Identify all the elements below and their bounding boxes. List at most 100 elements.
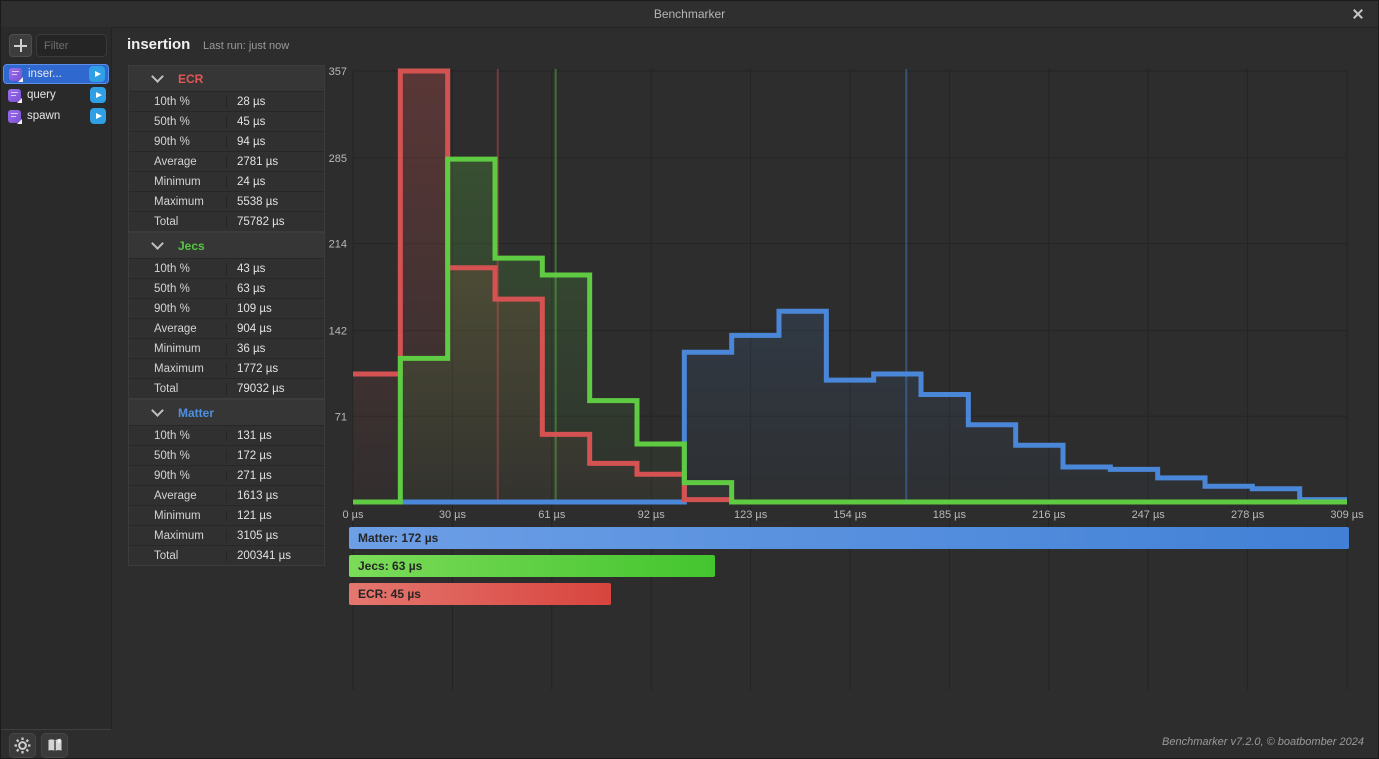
- stat-label: 90th %: [154, 135, 190, 148]
- legend-bar-jecs: Jecs: 63 µs: [349, 555, 715, 577]
- series-fill-matter: [353, 311, 1347, 502]
- sidebar-item-inser[interactable]: inser...: [3, 64, 109, 84]
- x-axis-tick-label: 0 µs: [342, 509, 364, 521]
- stat-label: 90th %: [154, 469, 190, 482]
- version-text: Benchmarker v7.2.0, © boatbomber 2024: [1162, 736, 1364, 748]
- add-benchmark-button[interactable]: [9, 34, 32, 57]
- stat-value: 36 µs: [226, 342, 324, 355]
- stat-row: Total 75782 µs: [129, 212, 324, 231]
- series-line-jecs: [353, 156, 1347, 505]
- stat-value: 904 µs: [226, 322, 324, 335]
- stat-row: Maximum 3105 µs: [129, 526, 324, 545]
- stat-row: Average 1613 µs: [129, 486, 324, 505]
- stat-label: Total: [154, 382, 179, 395]
- stat-row: 10th % 28 µs: [129, 92, 324, 111]
- stat-label: 50th %: [154, 449, 190, 462]
- stat-label: 50th %: [154, 282, 190, 295]
- section-header-jecs[interactable]: Jecs: [129, 233, 324, 258]
- stat-row: 10th % 131 µs: [129, 426, 324, 445]
- play-icon[interactable]: [90, 87, 106, 103]
- stat-row: 50th % 45 µs: [129, 112, 324, 131]
- stat-value: 24 µs: [226, 175, 324, 188]
- stat-row: Maximum 1772 µs: [129, 359, 324, 378]
- stats-section-ecr: ECR 10th % 28 µs 50th % 45 µs 90th % 94 µs Aver…: [128, 65, 325, 232]
- stat-label: 90th %: [154, 302, 190, 315]
- x-axis-tick-label: 92 µs: [638, 509, 666, 521]
- stat-row: Average 2781 µs: [129, 152, 324, 171]
- stat-label: Minimum: [154, 509, 201, 522]
- x-axis-tick-label: 123 µs: [734, 509, 768, 521]
- benchmark-label: spawn: [27, 110, 61, 122]
- stat-row: 90th % 94 µs: [129, 132, 324, 151]
- x-axis-tick-label: 216 µs: [1032, 509, 1066, 521]
- stat-value: 2781 µs: [226, 155, 324, 168]
- stats-panel: ECR 10th % 28 µs 50th % 45 µs 90th % 94 µs Aver…: [128, 65, 325, 566]
- section-name: ECR: [178, 71, 204, 86]
- y-axis-tick-label: 357: [329, 66, 347, 78]
- stat-value: 3105 µs: [226, 529, 324, 542]
- close-icon[interactable]: [1350, 6, 1366, 22]
- legend-bar-matter: Matter: 172 µs: [349, 527, 1349, 549]
- stat-value: 79032 µs: [226, 382, 324, 395]
- docs-book-icon: [48, 738, 61, 752]
- legend-bar-label: Matter: 172 µs: [358, 531, 439, 545]
- stat-label: 50th %: [154, 115, 190, 128]
- settings-button[interactable]: [9, 733, 36, 758]
- section-header-ecr[interactable]: ECR: [129, 66, 324, 91]
- stat-label: 10th %: [154, 262, 190, 275]
- play-icon[interactable]: [89, 66, 105, 82]
- y-axis-tick-label: 285: [329, 153, 347, 165]
- y-axis-tick-label: 142: [329, 326, 347, 338]
- stat-value: 43 µs: [226, 262, 324, 275]
- stat-value: 75782 µs: [226, 215, 324, 228]
- stats-section-matter: Matter 10th % 131 µs 50th % 172 µs 90th % 271 …: [128, 399, 325, 566]
- section-header-matter[interactable]: Matter: [129, 400, 324, 425]
- module-script-icon: [9, 67, 23, 82]
- docs-button[interactable]: [41, 733, 68, 758]
- x-axis-tick-label: 309 µs: [1330, 509, 1364, 521]
- sidebar-item-query[interactable]: query: [3, 85, 109, 105]
- y-axis-tick-label: 214: [329, 239, 347, 251]
- stat-value: 1613 µs: [226, 489, 324, 502]
- stat-row: Minimum 121 µs: [129, 506, 324, 525]
- x-axis-tick-label: 247 µs: [1132, 509, 1166, 521]
- benchmark-label: query: [27, 89, 56, 101]
- stat-value: 109 µs: [226, 302, 324, 315]
- stat-value: 63 µs: [226, 282, 324, 295]
- stat-value: 28 µs: [226, 95, 324, 108]
- stat-label: Average: [154, 489, 197, 502]
- stat-row: 50th % 172 µs: [129, 446, 324, 465]
- sidebar-item-spawn[interactable]: spawn: [3, 106, 109, 126]
- filter-input[interactable]: [36, 34, 107, 57]
- stat-value: 45 µs: [226, 115, 324, 128]
- series-fill-jecs: [353, 159, 1347, 502]
- stats-section-jecs: Jecs 10th % 43 µs 50th % 63 µs 90th % 109 µs Av…: [128, 232, 325, 399]
- stat-value: 131 µs: [226, 429, 324, 442]
- stat-label: Total: [154, 215, 179, 228]
- stat-row: Minimum 24 µs: [129, 172, 324, 191]
- benchmark-label: inser...: [28, 68, 62, 80]
- stat-row: 90th % 271 µs: [129, 466, 324, 485]
- stat-value: 200341 µs: [226, 549, 324, 562]
- stat-label: Maximum: [154, 529, 204, 542]
- stat-row: Minimum 36 µs: [129, 339, 324, 358]
- stat-value: 271 µs: [226, 469, 324, 482]
- last-run-status: Last run: just now: [203, 40, 290, 52]
- stat-row: Maximum 5538 µs: [129, 192, 324, 211]
- play-icon[interactable]: [90, 108, 106, 124]
- stat-row: Average 904 µs: [129, 319, 324, 338]
- legend-bar-ecr: ECR: 45 µs: [349, 583, 611, 605]
- series-fill-ecr: [353, 71, 1347, 502]
- stat-row: 50th % 63 µs: [129, 279, 324, 298]
- x-axis-tick-label: 154 µs: [833, 509, 867, 521]
- stat-value: 5538 µs: [226, 195, 324, 208]
- stat-label: Total: [154, 549, 179, 562]
- stat-label: Average: [154, 322, 197, 335]
- stat-label: 10th %: [154, 95, 190, 108]
- stat-label: Maximum: [154, 195, 204, 208]
- settings-gear-icon: [14, 737, 31, 754]
- stat-row: 90th % 109 µs: [129, 299, 324, 318]
- sidebar: inser... query spawn: [1, 27, 112, 729]
- module-script-icon: [8, 109, 22, 124]
